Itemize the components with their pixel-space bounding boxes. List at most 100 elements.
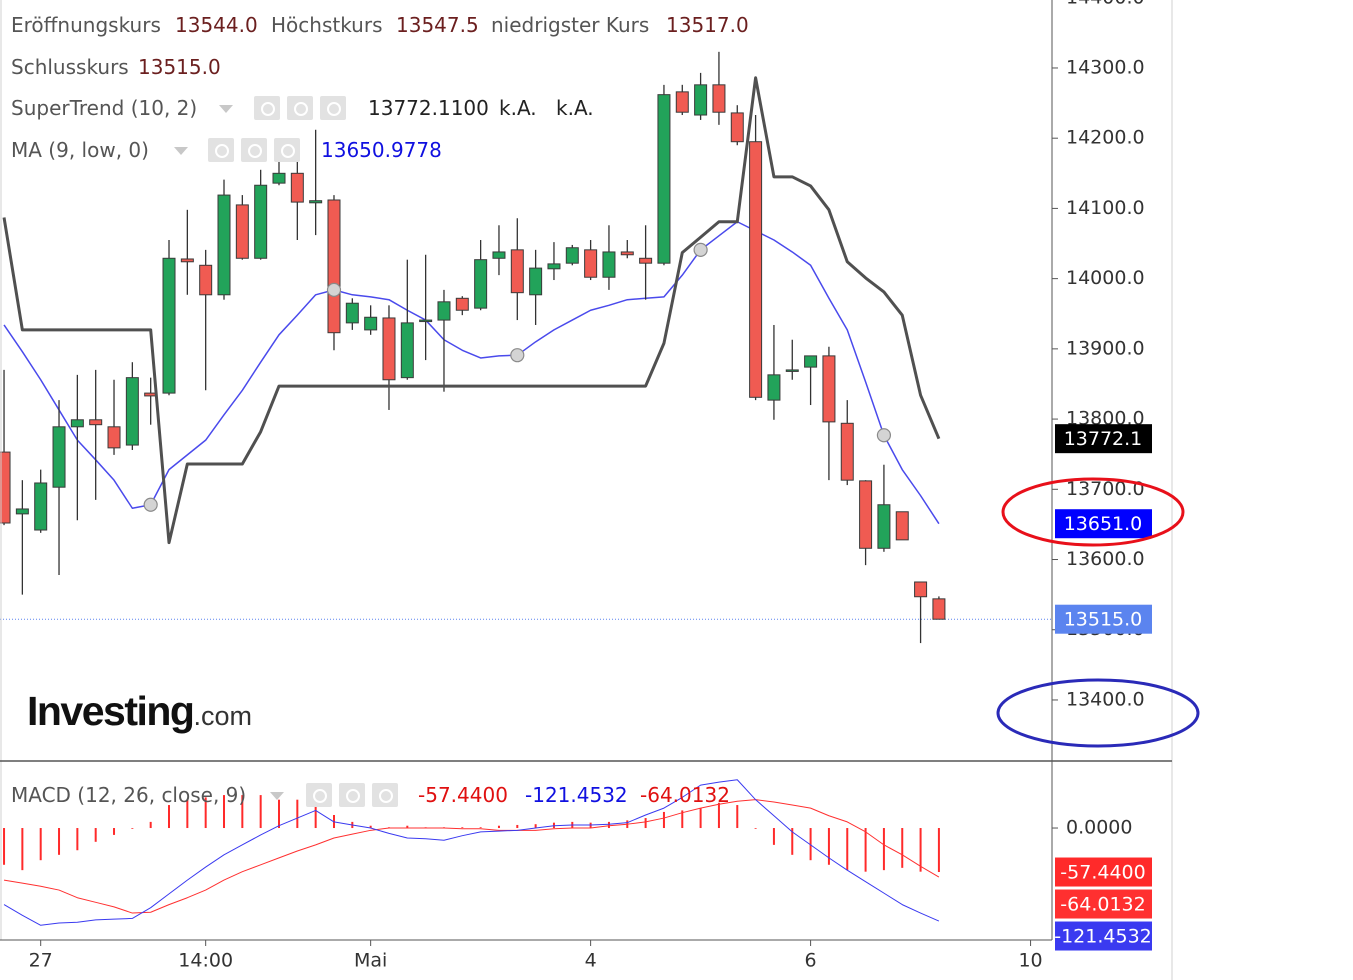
candle-body — [345, 302, 359, 324]
legend-name: SuperTrend (10, 2) — [11, 96, 198, 120]
low-label: niedrigster Kurs — [491, 13, 650, 37]
candle-body — [235, 204, 249, 259]
red-annotation-ellipse — [1001, 477, 1185, 547]
candle-body — [309, 200, 323, 204]
candle-body — [125, 377, 139, 446]
logo-text: Investing — [27, 688, 195, 734]
high-label: Höchstkurs — [271, 13, 383, 37]
y-tick-label: 13700.0 — [1066, 478, 1145, 500]
candle-body — [34, 482, 48, 531]
candle-body — [455, 297, 469, 311]
legend-value: -64.0132 — [640, 783, 730, 807]
axes: 13400.013500.013600.013700.013800.013900… — [0, 0, 1173, 980]
candle-body — [419, 319, 433, 323]
y-tick-label: 13800.0 — [1066, 408, 1145, 430]
macd-axis-label-bg — [1055, 857, 1152, 887]
candle-body — [0, 451, 11, 524]
y-tick-label: 13400.0 — [1066, 688, 1145, 710]
candle-body — [785, 369, 799, 372]
dropdown[interactable] — [270, 792, 284, 800]
candle-body — [730, 112, 744, 143]
x-tick-label: 14:00 — [178, 950, 233, 972]
visibility-icon[interactable] — [254, 96, 280, 120]
candle-body — [510, 249, 524, 294]
visibility-icon[interactable] — [208, 138, 234, 162]
overlay-axis-label: 13651.0 — [1064, 513, 1143, 535]
overlay-axis-label-bg — [1055, 424, 1152, 454]
candle-body — [675, 91, 689, 113]
supertrend-legend: SuperTrend (10, 2) 13772.1100 k.A. k.A. — [11, 96, 711, 120]
candle-body — [162, 257, 176, 394]
macd-axis-label: -121.4532 — [1054, 926, 1152, 948]
low-value: 13517.0 — [666, 13, 749, 37]
settings-icon[interactable] — [241, 138, 267, 162]
y-tick-label: 14200.0 — [1066, 127, 1145, 149]
macd-axis-label: -64.0132 — [1060, 894, 1145, 916]
macd-plot — [3, 779, 940, 926]
y2-tick-label: 0.0000 — [1066, 817, 1132, 839]
candle-body — [584, 249, 598, 278]
last-close-axis-label-bg — [1055, 604, 1152, 634]
close-header: Schlusskurs 13515.0 — [11, 55, 411, 79]
legend-value: k.A. — [556, 96, 594, 120]
remove-icon[interactable] — [372, 783, 398, 807]
logo: Investing.com — [27, 688, 252, 735]
overlay-axis-label: 13772.1 — [1064, 428, 1143, 450]
legend-value: k.A. — [499, 96, 537, 120]
candle-body — [767, 374, 781, 401]
ma-line — [3, 221, 940, 525]
macd-signal-line — [3, 799, 940, 914]
candle-body — [932, 598, 946, 620]
candle-body — [272, 172, 286, 184]
ma-legend: MA (9, low, 0) 13650.9778 — [11, 138, 611, 162]
price-plot — [0, 51, 1052, 644]
candle-body — [529, 267, 543, 296]
ma-marker — [510, 348, 525, 363]
y-tick-label: 14400.0 — [1066, 0, 1145, 8]
x-tick-label: 27 — [29, 950, 53, 972]
candle-body — [749, 141, 763, 398]
x-tick-label: 10 — [1018, 950, 1042, 972]
candle-body — [382, 317, 396, 381]
supertrend-line — [2, 76, 941, 545]
candle-body — [217, 194, 231, 296]
x-tick-label: 6 — [805, 950, 817, 972]
x-tick-label: 4 — [585, 950, 597, 972]
open-value: 13544.0 — [175, 13, 258, 37]
macd-axis-label-bg — [1055, 921, 1152, 951]
visibility-icon[interactable] — [306, 783, 332, 807]
candle-body — [822, 355, 836, 423]
candle-body — [694, 84, 708, 116]
legend-value: 13772.1100 — [368, 96, 489, 120]
candle-body — [89, 419, 103, 426]
settings-icon[interactable] — [287, 96, 313, 120]
ma-marker — [326, 282, 342, 297]
macd-axis-label: -57.4400 — [1060, 862, 1145, 884]
close-value: 13515.0 — [138, 55, 221, 79]
logo-suffix: .com — [193, 701, 252, 731]
candle-body — [840, 422, 854, 481]
settings-icon[interactable] — [339, 783, 365, 807]
remove-icon[interactable] — [320, 96, 346, 120]
ma-marker — [693, 242, 708, 257]
y-tick-label: 14300.0 — [1066, 56, 1145, 78]
candle-body — [877, 504, 891, 549]
y-tick-label: 13900.0 — [1066, 337, 1145, 359]
candle-body — [15, 508, 29, 515]
legend-value: -57.4400 — [418, 783, 508, 807]
remove-icon[interactable] — [274, 138, 300, 162]
y-tick-label: 14000.0 — [1066, 267, 1145, 289]
legend-value: -121.4532 — [525, 783, 628, 807]
ma-marker — [143, 497, 158, 512]
candle-body — [180, 258, 194, 263]
candle-body — [474, 259, 488, 309]
overlay-axis-label-bg — [1055, 509, 1152, 539]
candle-body — [52, 426, 66, 488]
dropdown[interactable] — [174, 147, 188, 155]
candle-body — [364, 316, 378, 331]
candle-body — [565, 247, 579, 264]
dropdown[interactable] — [219, 105, 233, 113]
candle-body — [657, 94, 671, 264]
candle-body — [712, 84, 726, 113]
